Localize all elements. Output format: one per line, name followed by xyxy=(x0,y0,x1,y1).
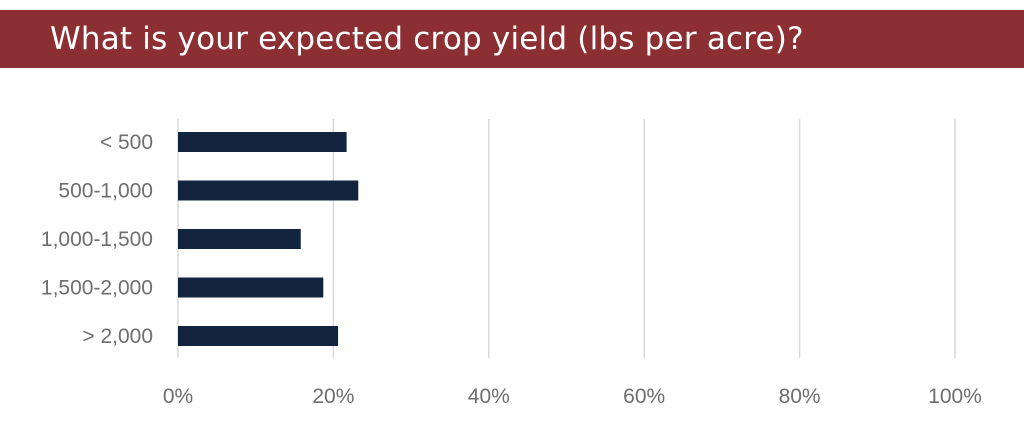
y-category-label: 500-1,000 xyxy=(58,180,153,203)
y-category-label: 1,000-1,500 xyxy=(41,228,153,251)
x-tick-label: 40% xyxy=(468,385,510,408)
x-tick-label: 80% xyxy=(779,385,821,408)
x-tick-label: 100% xyxy=(928,385,982,408)
bar xyxy=(178,326,339,346)
x-tick-label: 0% xyxy=(163,385,193,408)
bar xyxy=(178,180,359,201)
x-tick-label: 20% xyxy=(312,385,354,408)
y-category-label: < 500 xyxy=(100,131,153,154)
y-category-label: 1,500-2,000 xyxy=(41,277,153,300)
bar xyxy=(178,229,301,249)
chart-title: What is your expected crop yield (lbs pe… xyxy=(50,21,804,57)
title-banner: What is your expected crop yield (lbs pe… xyxy=(0,10,1024,68)
x-tick-label: 60% xyxy=(623,385,665,408)
bar xyxy=(178,277,324,298)
y-category-label: > 2,000 xyxy=(82,325,153,348)
bar xyxy=(178,132,347,152)
